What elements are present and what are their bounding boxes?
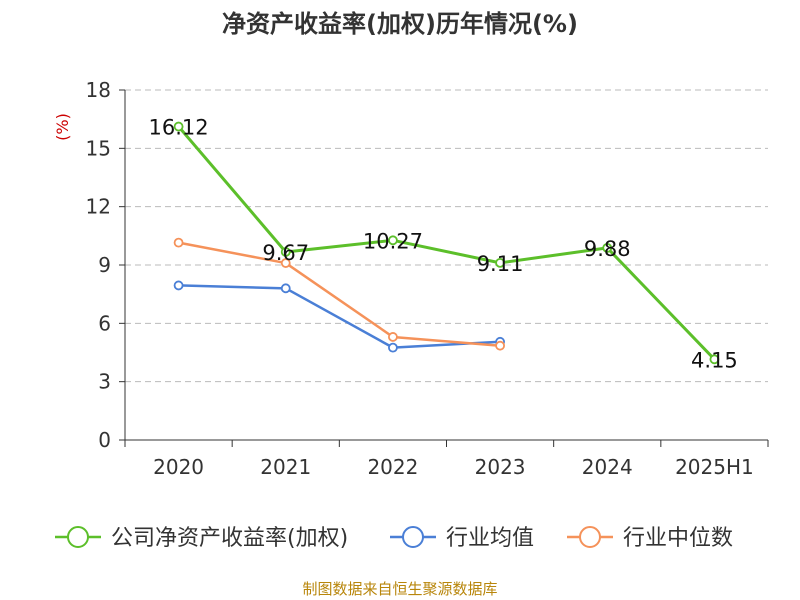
data-point	[280, 258, 291, 268]
data-point	[173, 237, 184, 248]
data-labels: 16.12 9.67 10.27 9.11 9.88 4.15	[149, 116, 738, 373]
y-tick-label: 0	[98, 428, 111, 452]
series-2	[173, 237, 505, 351]
x-tick-label: 2025H1	[675, 455, 754, 479]
data-label: 16.12	[149, 116, 209, 140]
axes: 0 3 6 9 12 15 18 2020 2021 2022 2023 2024 2025H1	[86, 78, 769, 479]
legend-item-2[interactable]: 行业中位数	[567, 526, 733, 551]
legend-item-1[interactable]: 行业均值	[390, 526, 534, 551]
source-note: 制图数据来自恒生聚源数据库	[302, 580, 497, 598]
data-point	[280, 247, 291, 257]
data-label: 4.15	[691, 348, 738, 372]
legend-item-0[interactable]: 公司净资产收益率(加权)	[55, 526, 348, 551]
legend-marker	[402, 526, 424, 548]
series-line	[178, 284, 501, 349]
legend-marker	[67, 526, 89, 548]
data-label: 9.11	[477, 252, 524, 276]
data-point	[388, 332, 398, 342]
data-point	[388, 235, 398, 246]
data-point	[388, 342, 398, 353]
y-tick-label: 15	[86, 136, 111, 160]
x-tick-label: 2024	[582, 455, 633, 479]
x-tick-label: 2022	[367, 455, 418, 479]
y-axis-unit-label: (%)	[53, 113, 72, 141]
legend-label: 公司净资产收益率(加权)	[111, 526, 348, 551]
series-0	[173, 121, 720, 365]
data-point	[173, 121, 184, 132]
series-group	[173, 121, 720, 365]
grid-lines	[125, 89, 768, 383]
series-line	[177, 125, 716, 361]
y-tick-label: 6	[98, 311, 111, 335]
data-label: 10.27	[363, 229, 423, 253]
y-tick-label: 3	[98, 370, 111, 394]
data-point	[495, 340, 505, 351]
data-point	[280, 283, 291, 294]
legend-label: 行业均值	[446, 526, 534, 551]
data-point	[709, 354, 720, 365]
y-tick-label: 18	[86, 78, 111, 102]
legend: 公司净资产收益率(加权) 行业均值 行业中位数	[55, 526, 733, 551]
chart-title: 净资产收益率(加权)历年情况(%)	[222, 10, 578, 38]
y-tick-label: 12	[86, 195, 111, 219]
x-tick-label: 2023	[475, 455, 526, 479]
data-point	[173, 280, 184, 291]
data-point	[602, 242, 613, 253]
legend-marker	[579, 526, 601, 548]
y-tick-label: 9	[98, 253, 111, 277]
data-point	[495, 257, 505, 268]
x-tick-label: 2021	[260, 455, 311, 479]
x-tick-label: 2020	[153, 455, 204, 479]
legend-label: 行业中位数	[623, 526, 733, 551]
data-label: 9.67	[262, 241, 309, 265]
series-line	[178, 241, 501, 347]
data-label: 9.88	[584, 237, 631, 261]
